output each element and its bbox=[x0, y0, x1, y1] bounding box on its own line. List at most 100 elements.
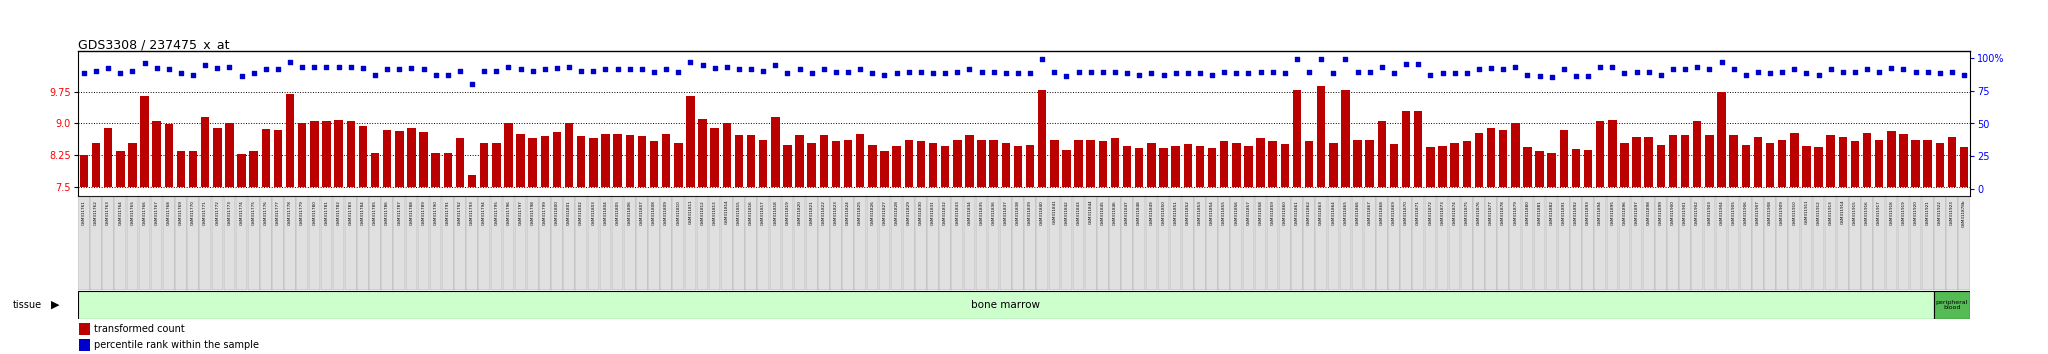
Bar bbox=[141, 96, 150, 188]
Point bbox=[238, 70, 270, 76]
Point bbox=[262, 67, 295, 72]
Text: GSM311793: GSM311793 bbox=[471, 200, 473, 225]
Bar bbox=[186, 197, 199, 290]
Text: bone marrow: bone marrow bbox=[971, 300, 1040, 310]
Point bbox=[164, 70, 197, 76]
Point bbox=[989, 70, 1022, 76]
Text: GSM311775: GSM311775 bbox=[252, 200, 256, 225]
Bar bbox=[1679, 197, 1692, 290]
Bar bbox=[649, 197, 659, 290]
Text: GSM311847: GSM311847 bbox=[1124, 200, 1128, 224]
Text: GSM311812: GSM311812 bbox=[700, 200, 705, 224]
Point bbox=[1450, 70, 1483, 76]
Text: GSM311824: GSM311824 bbox=[846, 200, 850, 224]
Text: GSM311797: GSM311797 bbox=[518, 200, 522, 225]
Bar bbox=[1802, 146, 1810, 188]
Bar bbox=[115, 197, 127, 290]
Bar bbox=[1657, 145, 1665, 188]
Point bbox=[1159, 70, 1192, 76]
Bar bbox=[1620, 143, 1628, 188]
Point bbox=[444, 68, 477, 74]
Text: GSM311820: GSM311820 bbox=[797, 200, 801, 225]
Bar bbox=[1958, 197, 1970, 290]
Bar bbox=[614, 134, 623, 188]
Point bbox=[1669, 67, 1702, 72]
Bar bbox=[807, 143, 815, 188]
Text: GSM311855: GSM311855 bbox=[1223, 200, 1227, 225]
Text: GSM311811: GSM311811 bbox=[688, 200, 692, 224]
Bar bbox=[287, 94, 295, 188]
Bar bbox=[1352, 197, 1364, 290]
Bar bbox=[1655, 197, 1667, 290]
Bar bbox=[393, 197, 406, 290]
Bar bbox=[188, 151, 197, 188]
Text: GSM311896: GSM311896 bbox=[1622, 200, 1626, 225]
Bar bbox=[80, 155, 88, 188]
Text: GSM311859: GSM311859 bbox=[1270, 200, 1274, 225]
Bar bbox=[238, 154, 246, 188]
Bar bbox=[672, 197, 684, 290]
Bar bbox=[1921, 197, 1933, 290]
Point bbox=[1681, 64, 1714, 70]
Point bbox=[1110, 70, 1143, 76]
Text: GSM311913: GSM311913 bbox=[1829, 200, 1833, 224]
Bar bbox=[1001, 143, 1010, 188]
Text: GSM311828: GSM311828 bbox=[895, 200, 899, 225]
Text: GSM311809: GSM311809 bbox=[664, 200, 668, 225]
Point bbox=[1886, 67, 1919, 72]
Bar bbox=[1923, 140, 1931, 188]
Bar bbox=[662, 134, 670, 188]
Bar bbox=[1305, 141, 1313, 188]
Bar bbox=[1473, 197, 1485, 290]
Bar bbox=[1135, 148, 1143, 188]
Text: GSM311832: GSM311832 bbox=[944, 200, 946, 225]
Bar bbox=[1595, 121, 1604, 188]
Bar bbox=[930, 143, 938, 188]
Bar bbox=[1122, 146, 1130, 188]
Bar bbox=[432, 153, 440, 188]
Text: GSM311795: GSM311795 bbox=[494, 200, 498, 225]
Bar bbox=[334, 120, 342, 188]
Point bbox=[1536, 75, 1569, 80]
Bar bbox=[139, 197, 150, 290]
Text: GSM311767: GSM311767 bbox=[156, 200, 158, 225]
Point bbox=[1778, 67, 1810, 72]
Point bbox=[1438, 70, 1470, 76]
Text: GSM311895: GSM311895 bbox=[1610, 200, 1614, 225]
Text: GSM311825: GSM311825 bbox=[858, 200, 862, 225]
Point bbox=[698, 65, 731, 71]
Point bbox=[1716, 67, 1749, 72]
Point bbox=[1874, 65, 1907, 71]
Bar bbox=[430, 197, 442, 290]
Bar bbox=[1290, 197, 1303, 290]
Point bbox=[1657, 67, 1690, 72]
Bar bbox=[528, 138, 537, 188]
Bar bbox=[346, 121, 354, 188]
Point bbox=[977, 69, 1010, 75]
Text: GSM311881: GSM311881 bbox=[1538, 200, 1542, 224]
Bar bbox=[733, 197, 745, 290]
Bar bbox=[479, 143, 487, 188]
Point bbox=[1790, 70, 1823, 76]
Text: GSM311817: GSM311817 bbox=[762, 200, 766, 224]
Bar bbox=[1487, 128, 1495, 188]
Point bbox=[1462, 67, 1495, 72]
Point bbox=[1499, 64, 1532, 70]
Text: GSM311794: GSM311794 bbox=[481, 200, 485, 224]
Point bbox=[274, 59, 307, 64]
Text: GDS3308 / 237475_x_at: GDS3308 / 237475_x_at bbox=[78, 38, 229, 51]
Text: GSM311865: GSM311865 bbox=[1343, 200, 1348, 225]
Text: GSM311922: GSM311922 bbox=[1937, 200, 1942, 225]
Bar bbox=[735, 136, 743, 188]
Text: GSM311919: GSM311919 bbox=[1901, 200, 1905, 224]
Bar bbox=[1935, 143, 1944, 188]
Bar bbox=[1788, 197, 1800, 290]
Point bbox=[117, 68, 150, 74]
Text: GSM311816: GSM311816 bbox=[750, 200, 754, 224]
Bar bbox=[1401, 197, 1411, 290]
Bar bbox=[514, 197, 526, 290]
Point bbox=[1001, 70, 1034, 76]
Point bbox=[1583, 64, 1616, 70]
Bar bbox=[782, 145, 793, 188]
Bar bbox=[1933, 197, 1946, 290]
